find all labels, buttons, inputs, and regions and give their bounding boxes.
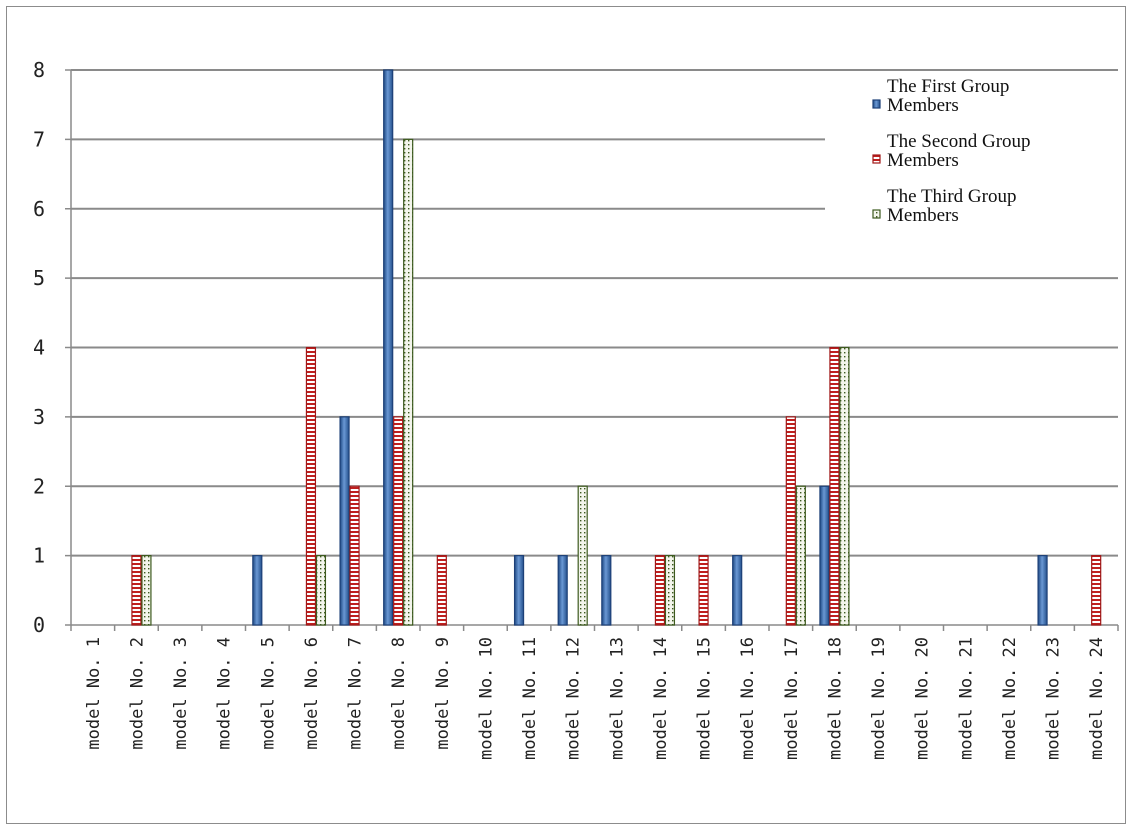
bar-the-second-group-members-8 bbox=[393, 416, 404, 626]
bar-the-first-group-members-23 bbox=[1037, 555, 1048, 626]
x-tick-label: model No. 16 bbox=[738, 637, 758, 760]
legend: The First Group Members The Second Group Me… bbox=[872, 76, 1031, 226]
y-tick-label: 4 bbox=[33, 336, 45, 360]
x-tick-label: model No. 3 bbox=[171, 637, 191, 750]
x-tick-label: model No. 23 bbox=[1044, 637, 1064, 760]
legend-label: The First Group Members bbox=[887, 76, 1009, 116]
x-tick-label: model No. 5 bbox=[258, 637, 278, 750]
bar-the-third-group-members-8 bbox=[403, 138, 414, 626]
axes bbox=[65, 69, 1119, 631]
bar-the-first-group-members-7 bbox=[339, 416, 350, 626]
bar-the-second-group-members-9 bbox=[436, 555, 447, 626]
x-tick-label: model No. 6 bbox=[302, 637, 322, 750]
x-tick-label: model No. 10 bbox=[476, 637, 496, 760]
bar-the-third-group-members-6 bbox=[315, 555, 327, 626]
bar-the-second-group-members-18 bbox=[829, 346, 840, 626]
y-tick-label: 5 bbox=[33, 266, 45, 290]
y-tick-label: 1 bbox=[33, 544, 45, 568]
x-tick-label: model No. 20 bbox=[913, 637, 933, 760]
x-axis-tick-labels: model No. 1 model No. 2 model No. 3 model N… bbox=[84, 637, 1107, 760]
bar-the-first-group-members-13 bbox=[601, 555, 612, 626]
x-tick-label: model No. 9 bbox=[433, 637, 453, 750]
bars bbox=[131, 69, 1102, 626]
x-tick-label: model No. 8 bbox=[389, 637, 409, 750]
y-tick-label: 0 bbox=[33, 613, 45, 637]
legend-label: The Third Group Members bbox=[887, 186, 1016, 226]
x-tick-label: model No. 4 bbox=[215, 637, 235, 750]
x-tick-label: model No. 18 bbox=[825, 637, 845, 760]
x-tick-label: model No. 14 bbox=[651, 637, 671, 760]
legend-swatch bbox=[872, 209, 881, 219]
x-tick-label: model No. 19 bbox=[869, 637, 889, 760]
bar-the-third-group-members-17 bbox=[795, 485, 806, 626]
x-tick-label: model No. 2 bbox=[127, 637, 147, 750]
y-tick-label: 7 bbox=[33, 127, 45, 151]
y-axis-tick-labels: 0 1 2 3 4 5 6 7 8 bbox=[33, 58, 45, 637]
x-tick-label: model No. 15 bbox=[695, 637, 715, 760]
bar-the-first-group-members-16 bbox=[732, 555, 743, 626]
bar-the-first-group-members-18 bbox=[819, 485, 830, 626]
x-tick-label: model No. 12 bbox=[564, 637, 584, 760]
x-tick-label: model No. 22 bbox=[1000, 637, 1020, 760]
bar-the-first-group-members-11 bbox=[513, 555, 525, 626]
y-tick-label: 3 bbox=[33, 405, 45, 429]
y-tick-label: 6 bbox=[33, 197, 45, 221]
bar-the-second-group-members-14 bbox=[654, 555, 666, 626]
grid-lines bbox=[71, 69, 1118, 557]
bar-the-second-group-members-15 bbox=[698, 555, 709, 626]
legend-label: The Second Group Members bbox=[887, 131, 1031, 171]
bar-the-second-group-members-2 bbox=[131, 555, 142, 626]
bar-the-second-group-members-6 bbox=[305, 346, 317, 626]
bar-the-third-group-members-14 bbox=[664, 555, 676, 626]
legend-swatch bbox=[872, 99, 881, 109]
y-tick-label: 8 bbox=[33, 58, 45, 82]
x-tick-label: model No. 11 bbox=[520, 637, 540, 760]
y-tick-label: 2 bbox=[33, 474, 45, 498]
bar-the-second-group-members-24 bbox=[1091, 555, 1102, 626]
bar-the-first-group-members-5 bbox=[252, 555, 263, 626]
x-tick-label: model No. 7 bbox=[346, 637, 366, 750]
bar-the-first-group-members-12 bbox=[557, 555, 568, 626]
bar-the-third-group-members-12 bbox=[577, 485, 588, 626]
bar-the-third-group-members-2 bbox=[141, 555, 152, 626]
x-tick-label: model No. 13 bbox=[607, 637, 627, 760]
legend-swatch bbox=[872, 154, 881, 164]
x-tick-label: model No. 21 bbox=[956, 637, 976, 760]
bar-the-first-group-members-8 bbox=[383, 69, 394, 626]
bar-the-second-group-members-7 bbox=[349, 485, 360, 626]
x-tick-label: model No. 17 bbox=[782, 637, 802, 760]
x-tick-label: model No. 1 bbox=[84, 637, 104, 750]
x-tick-label: model No. 24 bbox=[1087, 637, 1107, 760]
bar-the-second-group-members-17 bbox=[785, 416, 796, 626]
bar-the-third-group-members-18 bbox=[839, 346, 850, 626]
